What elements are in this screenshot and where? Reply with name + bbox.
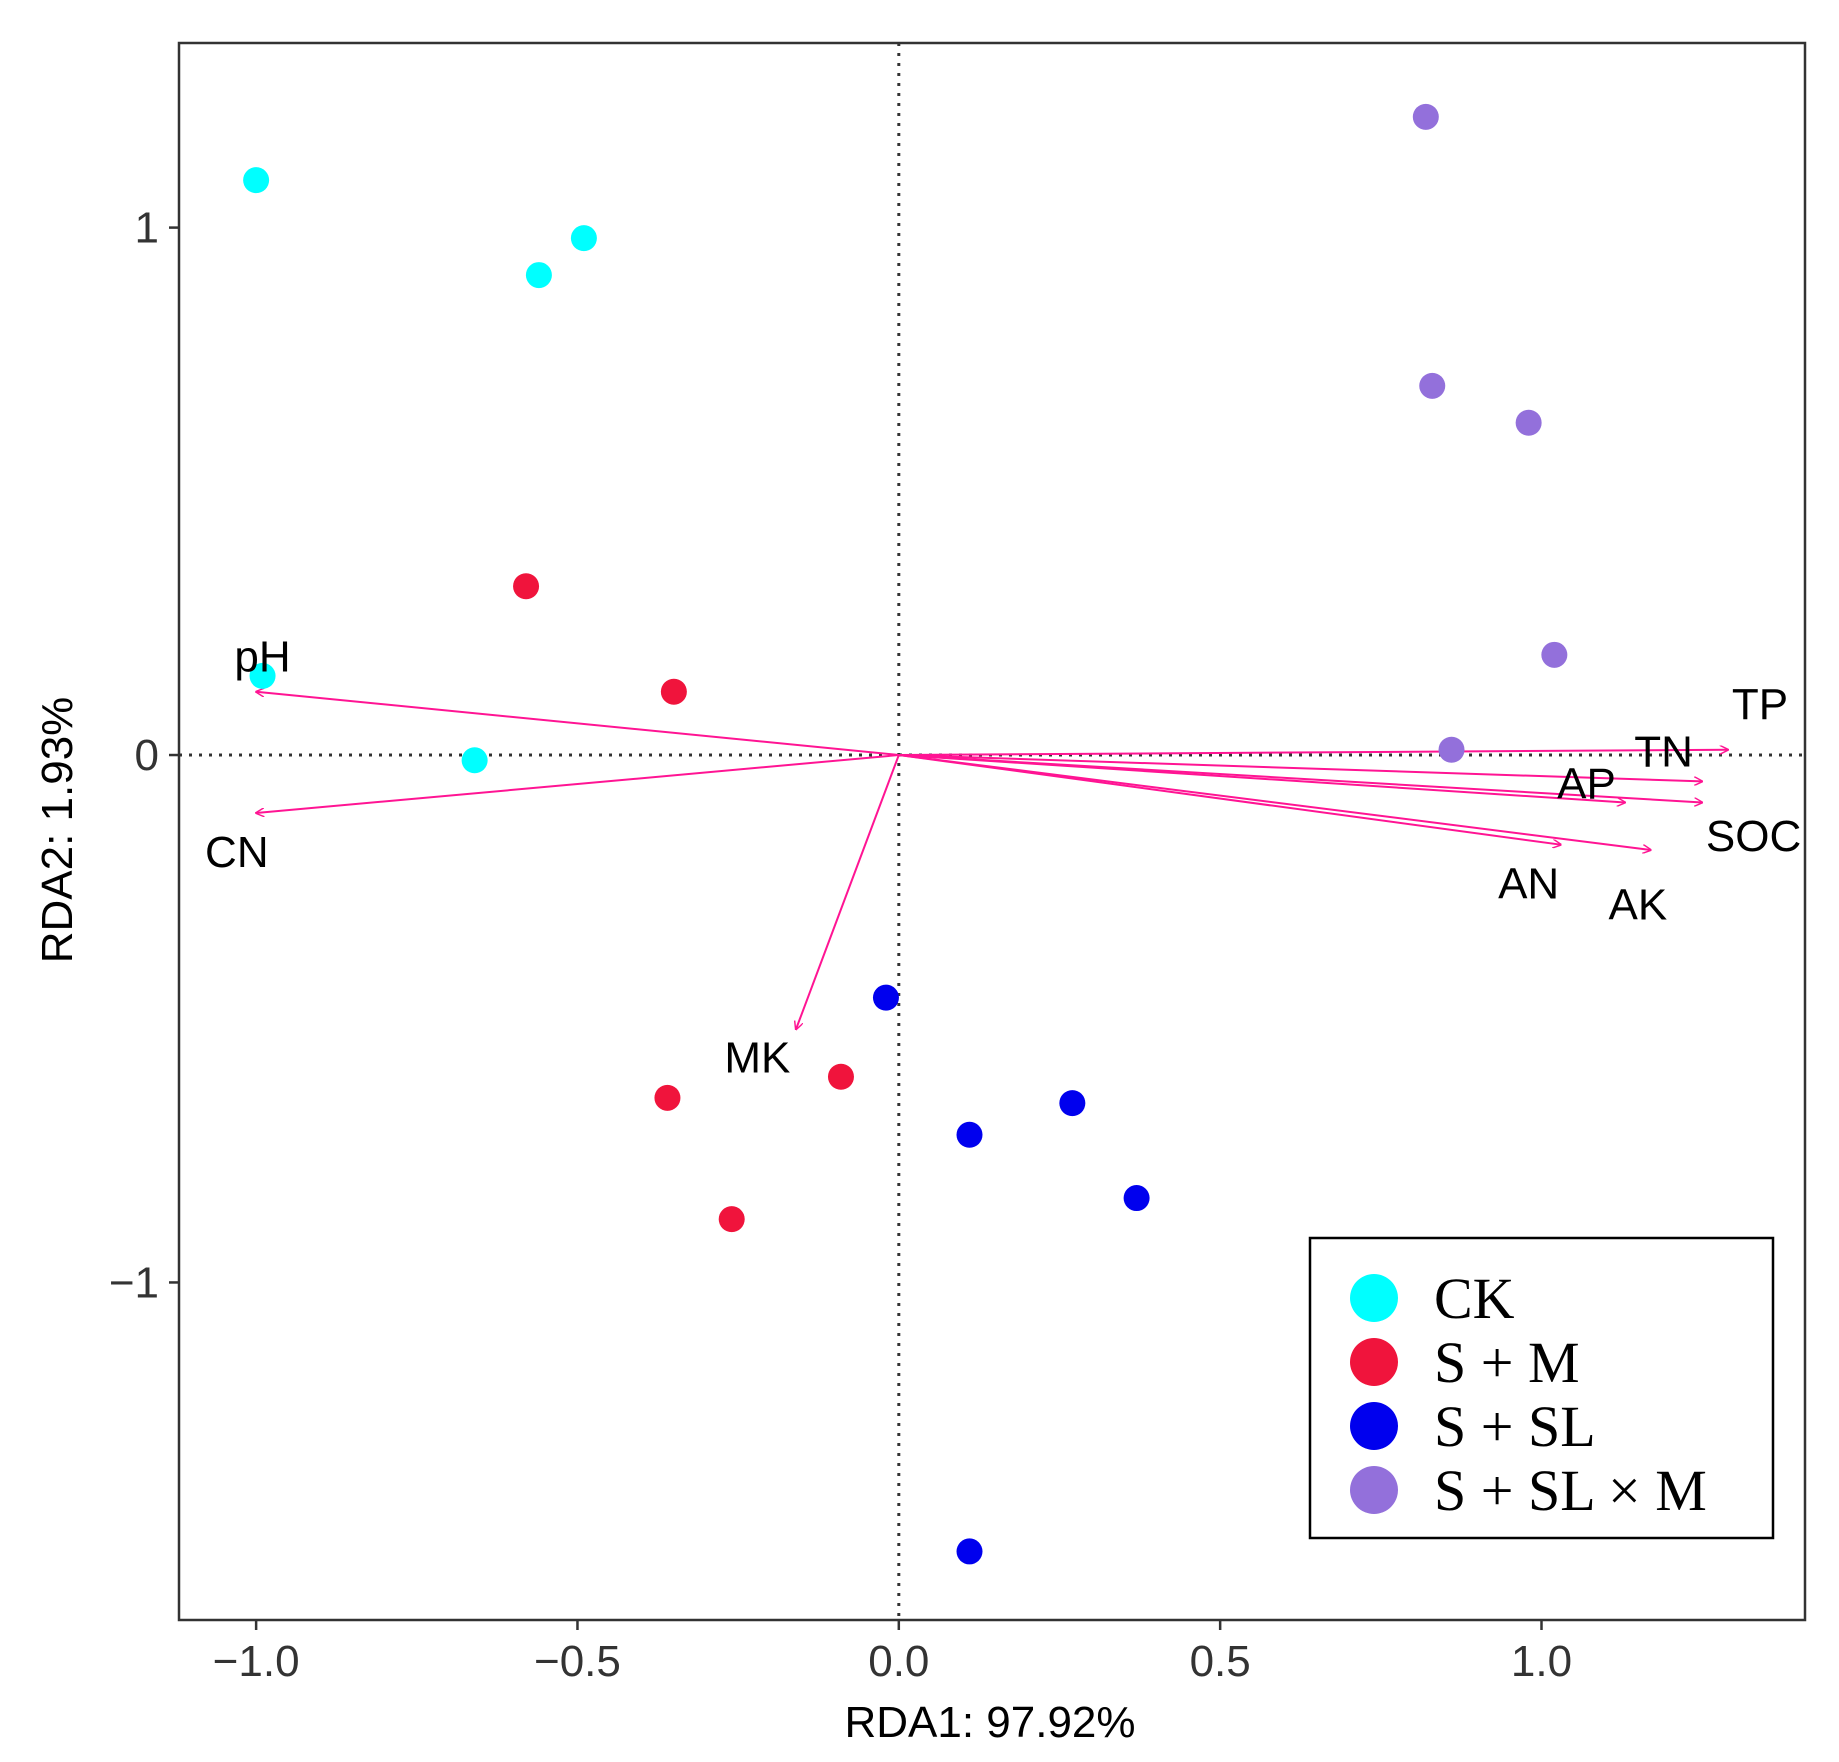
- arrow-label-mk: MK: [724, 1034, 790, 1083]
- point-series1-4: [718, 1206, 745, 1233]
- legend-label-1: S + M: [1434, 1330, 1580, 1395]
- point-series0-1: [525, 262, 552, 289]
- point-series0-2: [570, 225, 597, 252]
- arrow-ak: [898, 754, 1651, 850]
- x-tick-label-4: 1.0: [1511, 1637, 1572, 1686]
- legend: CKS + MS + SLS + SL × M: [1308, 1236, 1775, 1540]
- point-series2-2: [956, 1121, 983, 1148]
- point-series1-0: [513, 573, 540, 600]
- point-series0-4: [461, 747, 488, 774]
- arrow-mk: [796, 754, 900, 1029]
- sample-points: [243, 103, 1568, 1565]
- x-tick-label-1: −0.5: [534, 1637, 621, 1686]
- point-series2-4: [956, 1538, 983, 1565]
- point-series3-3: [1541, 641, 1568, 668]
- arrow-soc: [898, 754, 1702, 802]
- arrow-label-ap: AP: [1557, 759, 1616, 808]
- arrow-label-ak: AK: [1609, 881, 1668, 930]
- legend-label-3: S + SL × M: [1434, 1458, 1707, 1523]
- environmental-arrows: [256, 692, 1728, 1030]
- y-tick-label-2: −1: [109, 1258, 159, 1307]
- legend-swatch-0: [1350, 1274, 1398, 1322]
- arrow-ph: [256, 692, 899, 757]
- arrow-an: [898, 754, 1561, 845]
- point-series0-3: [249, 662, 276, 689]
- point-series3-0: [1412, 103, 1439, 130]
- point-series3-4: [1438, 736, 1465, 763]
- arrow-label-an: AN: [1498, 860, 1559, 909]
- point-series1-3: [654, 1084, 681, 1111]
- arrow-label-tp: TP: [1732, 680, 1788, 729]
- arrow-tn: [898, 754, 1702, 781]
- point-series3-2: [1515, 409, 1542, 436]
- legend-swatch-1: [1350, 1338, 1398, 1386]
- arrow-label-tn: TN: [1634, 728, 1693, 777]
- legend-label-0: CK: [1434, 1266, 1515, 1331]
- legend-swatch-2: [1350, 1402, 1398, 1450]
- legend-entries: CKS + MS + SLS + SL × M: [1350, 1266, 1707, 1523]
- x-tick-label-3: 0.5: [1190, 1637, 1251, 1686]
- x-axis-title: RDA1: 97.92%: [844, 1698, 1135, 1747]
- y-tick-label-1: 0: [135, 731, 159, 780]
- arrow-label-ph: pH: [234, 633, 290, 682]
- point-series3-1: [1419, 372, 1446, 399]
- x-tick-label-0: −1.0: [213, 1637, 300, 1686]
- point-series0-0: [243, 167, 270, 194]
- arrow-labels: pH CN TP TN AP SOC AN AK MK: [205, 633, 1801, 1083]
- arrow-cn: [256, 754, 899, 813]
- point-series2-1: [1059, 1090, 1086, 1117]
- x-axis: −1.0 −0.5 0.0 0.5 1.0: [213, 1620, 1572, 1686]
- point-series1-1: [660, 678, 687, 705]
- arrow-label-cn: CN: [205, 828, 269, 877]
- legend-swatch-3: [1350, 1466, 1398, 1514]
- y-axis-title: RDA2: 1.93%: [33, 697, 82, 964]
- arrow-label-soc: SOC: [1706, 812, 1801, 861]
- y-axis: 1 0 −1: [109, 204, 179, 1307]
- point-series1-2: [827, 1063, 854, 1090]
- point-series2-0: [872, 984, 899, 1011]
- legend-label-2: S + SL: [1434, 1394, 1596, 1459]
- y-tick-label-0: 1: [135, 204, 159, 253]
- point-series2-3: [1123, 1185, 1150, 1212]
- arrow-tp: [898, 750, 1728, 757]
- x-tick-label-2: 0.0: [868, 1637, 929, 1686]
